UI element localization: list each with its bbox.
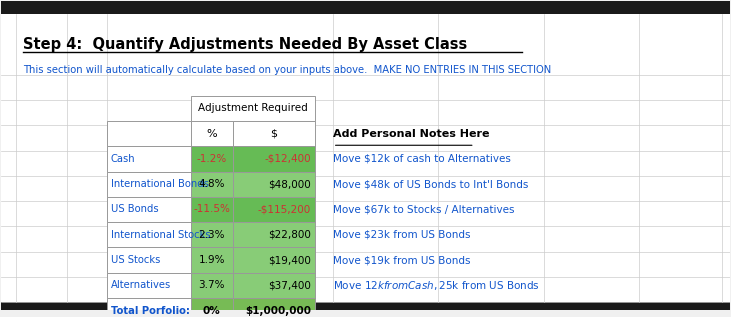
FancyBboxPatch shape xyxy=(191,222,233,248)
FancyBboxPatch shape xyxy=(107,273,191,298)
FancyBboxPatch shape xyxy=(1,302,730,310)
Text: 3.7%: 3.7% xyxy=(199,281,225,290)
Text: $22,800: $22,800 xyxy=(268,230,311,240)
FancyBboxPatch shape xyxy=(233,298,314,317)
Text: Move $23k from US Bonds: Move $23k from US Bonds xyxy=(333,230,470,240)
FancyBboxPatch shape xyxy=(1,1,730,310)
Text: Move $67k to Stocks / Alternatives: Move $67k to Stocks / Alternatives xyxy=(333,204,514,215)
FancyBboxPatch shape xyxy=(191,171,233,197)
Text: Alternatives: Alternatives xyxy=(110,281,171,290)
Text: 2.3%: 2.3% xyxy=(199,230,225,240)
FancyBboxPatch shape xyxy=(191,121,233,146)
FancyBboxPatch shape xyxy=(233,222,314,248)
FancyBboxPatch shape xyxy=(107,146,191,171)
Text: Move $48k of US Bonds to Int'l Bonds: Move $48k of US Bonds to Int'l Bonds xyxy=(333,179,528,189)
FancyBboxPatch shape xyxy=(107,222,191,248)
Text: This section will automatically calculate based on your inputs above.  MAKE NO E: This section will automatically calculat… xyxy=(23,65,551,75)
Text: $19,400: $19,400 xyxy=(268,255,311,265)
FancyBboxPatch shape xyxy=(107,298,191,317)
FancyBboxPatch shape xyxy=(233,121,314,146)
Text: Add Personal Notes Here: Add Personal Notes Here xyxy=(333,128,489,139)
Text: US Stocks: US Stocks xyxy=(110,255,160,265)
Text: -11.5%: -11.5% xyxy=(194,204,230,215)
Text: International Bonds: International Bonds xyxy=(110,179,208,189)
Text: International Stocks: International Stocks xyxy=(110,230,211,240)
Text: Move $12k from Cash, $25k from US Bonds: Move $12k from Cash, $25k from US Bonds xyxy=(333,279,539,292)
FancyBboxPatch shape xyxy=(191,298,233,317)
Text: 0%: 0% xyxy=(203,306,221,316)
FancyBboxPatch shape xyxy=(233,248,314,273)
Text: $37,400: $37,400 xyxy=(268,281,311,290)
FancyBboxPatch shape xyxy=(191,248,233,273)
Text: Move $19k from US Bonds: Move $19k from US Bonds xyxy=(333,255,470,265)
Text: $: $ xyxy=(270,128,277,139)
Text: 4.8%: 4.8% xyxy=(199,179,225,189)
Text: Adjustment Required: Adjustment Required xyxy=(198,103,308,113)
FancyBboxPatch shape xyxy=(107,197,191,222)
FancyBboxPatch shape xyxy=(1,1,730,14)
FancyBboxPatch shape xyxy=(191,146,233,171)
FancyBboxPatch shape xyxy=(233,273,314,298)
FancyBboxPatch shape xyxy=(233,146,314,171)
Text: -$115,200: -$115,200 xyxy=(257,204,311,215)
FancyBboxPatch shape xyxy=(107,248,191,273)
FancyBboxPatch shape xyxy=(191,197,233,222)
FancyBboxPatch shape xyxy=(107,171,191,197)
FancyBboxPatch shape xyxy=(191,95,314,121)
FancyBboxPatch shape xyxy=(233,197,314,222)
FancyBboxPatch shape xyxy=(233,171,314,197)
Text: %: % xyxy=(207,128,217,139)
Text: US Bonds: US Bonds xyxy=(110,204,158,215)
Text: $48,000: $48,000 xyxy=(268,179,311,189)
Text: Move $12k of cash to Alternatives: Move $12k of cash to Alternatives xyxy=(333,154,511,164)
Text: Total Porfolio:: Total Porfolio: xyxy=(110,306,189,316)
Text: Step 4:  Quantify Adjustments Needed By Asset Class: Step 4: Quantify Adjustments Needed By A… xyxy=(23,37,468,52)
FancyBboxPatch shape xyxy=(191,273,233,298)
Text: Cash: Cash xyxy=(110,154,135,164)
Text: -$12,400: -$12,400 xyxy=(265,154,311,164)
Text: -1.2%: -1.2% xyxy=(197,154,227,164)
Text: 1.9%: 1.9% xyxy=(199,255,225,265)
Text: $1,000,000: $1,000,000 xyxy=(245,306,311,316)
FancyBboxPatch shape xyxy=(107,121,191,146)
